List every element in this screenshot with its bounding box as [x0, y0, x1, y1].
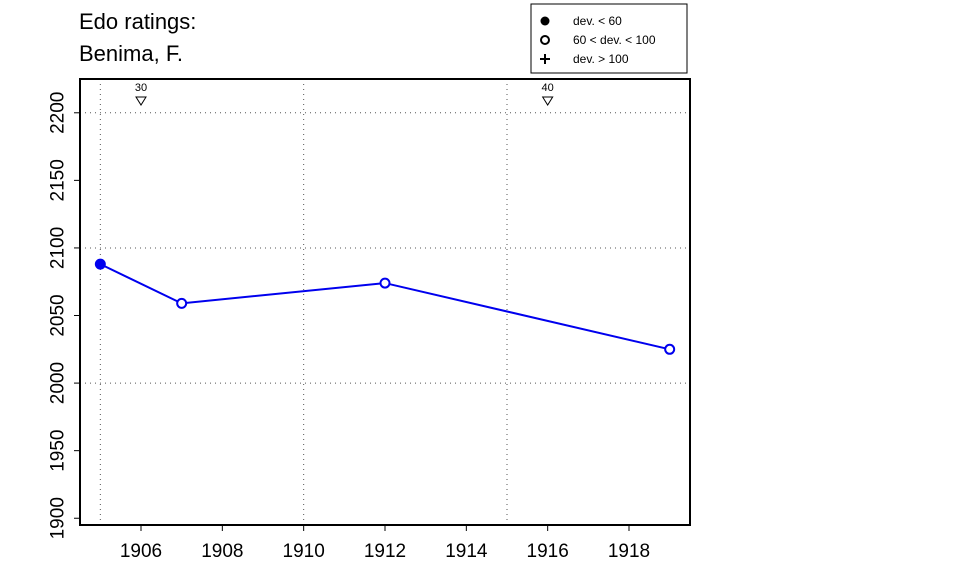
- chart-title-line-2: Benima, F.: [79, 41, 183, 66]
- x-tick-label: 1910: [283, 541, 325, 562]
- x-tick-label: 1912: [364, 541, 406, 562]
- legend-label: dev. > 100: [573, 52, 629, 66]
- x-tick-label: 1908: [201, 541, 243, 562]
- y-tick-label: 1950: [48, 430, 69, 472]
- down-triangle-marker: [541, 96, 554, 106]
- data-point-open: [176, 297, 188, 309]
- data-point-filled: [94, 258, 106, 270]
- y-tick-label: 1900: [48, 497, 69, 539]
- rating-series-line: [99, 263, 670, 351]
- top-marker-label: 40: [542, 82, 554, 94]
- data-point-open: [379, 277, 391, 289]
- plot-frame: [79, 78, 691, 526]
- legend-box: [530, 3, 688, 74]
- x-tick-label: 1906: [120, 541, 162, 562]
- x-tick-label: 1914: [445, 541, 488, 562]
- legend-label: 60 < dev. < 100: [573, 33, 656, 47]
- chart-title-line-1: Edo ratings:: [79, 9, 197, 34]
- legend-filled-circle-icon: [540, 16, 550, 26]
- down-triangle-marker: [135, 96, 147, 106]
- legend-plus-icon: [540, 54, 550, 64]
- y-tick-label: 2050: [48, 294, 69, 336]
- data-point-open: [664, 343, 676, 355]
- y-tick-label: 2150: [48, 159, 69, 201]
- legend-open-circle-icon: [540, 35, 550, 45]
- legend-label: dev. < 60: [573, 14, 622, 28]
- y-tick-label: 2100: [48, 227, 69, 269]
- x-tick-label: 1916: [527, 541, 569, 562]
- top-marker-label: 30: [135, 82, 147, 94]
- y-tick-label: 2000: [48, 362, 69, 404]
- x-tick-label: 1918: [608, 541, 650, 562]
- y-tick-label: 2200: [48, 92, 69, 134]
